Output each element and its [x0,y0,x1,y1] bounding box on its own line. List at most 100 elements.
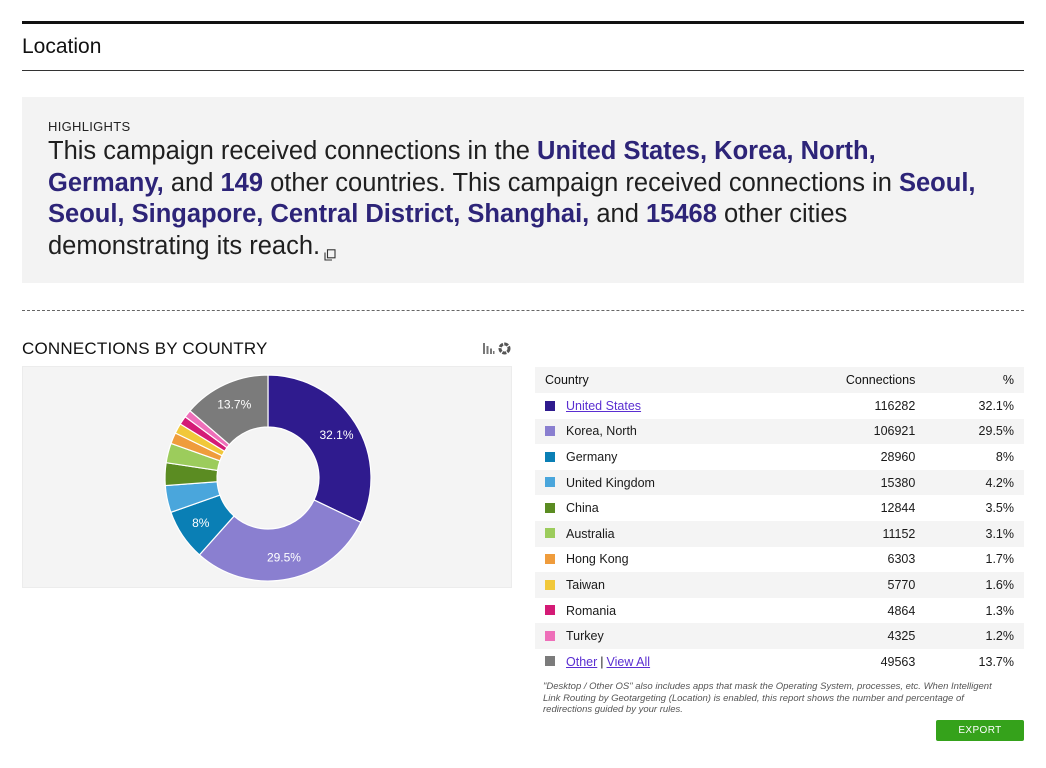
table-row: Hong Kong 6303 1.7% [535,546,1024,573]
table-row: Australia 11152 3.1% [535,520,1024,547]
connections-cell: 4864 [766,597,926,624]
percent-cell: 1.3% [925,597,1024,624]
donut-slice[interactable] [198,499,362,582]
connections-cell: 6303 [766,546,926,573]
country-name: United Kingdom [566,475,655,490]
percent-cell: 13.7% [925,648,1024,675]
slice-label: 13.7% [217,397,251,411]
connections-cell: 11152 [766,520,926,547]
slice-label: 32.1% [319,428,353,442]
highlights-text-part: other countries. This campaign received … [263,168,899,197]
country-cell: Other | View All [535,648,767,675]
donut-chart-icon[interactable] [498,342,511,355]
percent-cell: 1.7% [925,546,1024,573]
highlights-countries: United States, Korea, North, Germany, [48,137,876,197]
copy-icon[interactable] [324,238,336,261]
color-swatch [545,579,555,590]
color-swatch [545,605,555,616]
highlights-cities: Seoul, Seoul, Singapore, Central Distric… [48,168,976,229]
connections-cell: 15380 [766,469,926,496]
color-swatch [545,656,555,667]
percent-cell: 3.5% [925,495,1024,521]
highlights-text-part: and [589,200,646,228]
donut-slice[interactable] [189,374,269,446]
color-swatch [545,451,555,462]
country-link-united-states[interactable]: United States [566,398,642,413]
country-cell: Australia [535,520,767,547]
table-row: Germany 28960 8% [535,444,1024,470]
section-divider [22,310,1024,311]
connections-cell: 12844 [766,495,926,521]
country-name: Australia [566,526,615,541]
connections-table: Country Connections % United States 1162… [535,367,1024,675]
view-all-link[interactable]: View All [606,654,651,669]
country-cell: United Kingdom [535,469,767,496]
color-swatch [545,528,555,539]
country-cell: Germany [535,444,767,470]
country-name: Taiwan [566,577,605,592]
donut-slice[interactable] [267,374,372,524]
highlights-city-count: 15468 [645,200,717,228]
bar-chart-icon[interactable] [482,342,495,355]
color-swatch [545,502,555,513]
percent-cell: 1.2% [925,623,1024,649]
color-swatch [545,400,555,411]
connections-cell: 28960 [766,444,926,470]
highlights-text: This campaign received connections in th… [48,136,988,262]
slice-label: 29.5% [267,550,301,564]
table-row: China 12844 3.5% [535,495,1024,521]
color-swatch [545,630,555,641]
connections-table-wrap: Country Connections % United States 1162… [535,367,1024,675]
footnote: "Desktop / Other OS" also includes apps … [543,681,992,715]
color-swatch [545,554,555,565]
chart-title: CONNECTIONS BY COUNTRY [22,339,268,358]
slice-label: 8% [192,516,210,530]
table-row: Taiwan 5770 1.6% [535,572,1024,598]
table-row: United States 116282 32.1% [535,393,1024,419]
country-name: China [566,501,599,516]
percent-cell: 32.1% [925,393,1024,419]
table-row: United Kingdom 15380 4.2% [535,469,1024,496]
country-cell: United States [535,393,767,419]
donut-chart: 32.1% 29.5% 8% 13.7% [164,374,372,582]
header-country: Country [535,367,767,393]
table-row-other: Other | View All 49563 13.7% [535,648,1024,675]
country-cell: Taiwan [535,572,767,598]
connections-cell: 116282 [766,393,926,419]
country-name: Romania [566,603,617,618]
highlights-label: HIGHLIGHTS [48,119,131,134]
percent-cell: 4.2% [925,469,1024,496]
table-header-row: Country Connections % [535,367,1024,393]
section-title: Location [22,35,102,58]
connections-cell: 49563 [766,648,926,675]
country-name: Hong Kong [566,552,629,567]
highlights-text-part: and [163,168,221,197]
country-name: Turkey [566,629,604,644]
table-row: Korea, North 106921 29.5% [535,418,1024,445]
highlights-panel: HIGHLIGHTS This campaign received connec… [22,97,1024,283]
other-link[interactable]: Other [566,654,598,669]
highlights-text-part: This campaign received connections in th… [48,137,538,165]
highlights-text-part: other cities demonstrating its reach. [48,200,848,260]
export-button[interactable]: EXPORT [936,720,1024,741]
title-rule [22,70,1024,71]
top-rule [22,21,1024,24]
country-cell: Turkey [535,623,767,649]
country-name: Korea, North [566,424,637,439]
header-percent: % [925,367,1024,393]
percent-cell: 8% [925,444,1024,470]
connections-cell: 5770 [766,572,926,598]
country-cell: Hong Kong [535,546,767,573]
separator: | [600,654,604,669]
table-row: Turkey 4325 1.2% [535,623,1024,649]
connections-cell: 106921 [766,418,926,445]
color-swatch [545,477,555,488]
country-cell: China [535,495,767,521]
color-swatch [545,426,555,437]
percent-cell: 3.1% [925,520,1024,547]
percent-cell: 1.6% [925,572,1024,598]
chart-type-toggle [482,342,511,355]
country-cell: Korea, North [535,418,767,445]
chart-panel: 32.1% 29.5% 8% 13.7% [22,366,512,588]
highlights-country-count: 149 [220,168,264,197]
